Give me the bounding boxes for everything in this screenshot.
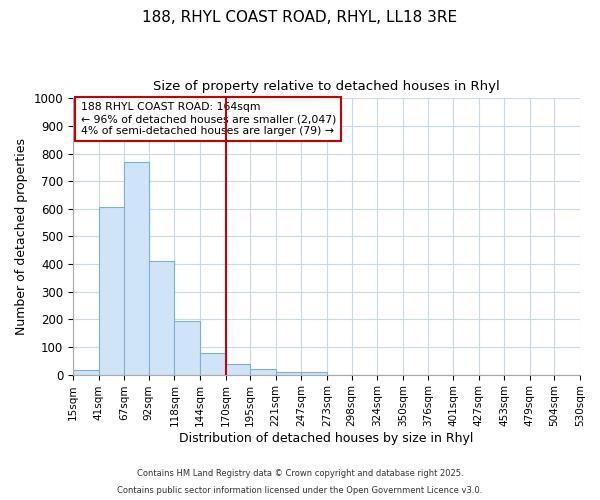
Bar [175,322,200,374]
Bar [276,372,301,374]
Bar [200,353,226,374]
Bar [124,162,149,374]
Bar [73,370,98,374]
Bar [226,364,250,374]
Title: Size of property relative to detached houses in Rhyl: Size of property relative to detached ho… [153,80,500,93]
Text: Contains HM Land Registry data © Crown copyright and database right 2025.: Contains HM Land Registry data © Crown c… [137,468,463,477]
Bar [98,208,124,374]
Text: Contains public sector information licensed under the Open Government Licence v3: Contains public sector information licen… [118,486,482,495]
Bar [149,262,175,374]
X-axis label: Distribution of detached houses by size in Rhyl: Distribution of detached houses by size … [179,432,473,445]
Text: 188 RHYL COAST ROAD: 164sqm
← 96% of detached houses are smaller (2,047)
4% of s: 188 RHYL COAST ROAD: 164sqm ← 96% of det… [80,102,336,136]
Bar [250,369,276,374]
Text: 188, RHYL COAST ROAD, RHYL, LL18 3RE: 188, RHYL COAST ROAD, RHYL, LL18 3RE [142,10,458,25]
Y-axis label: Number of detached properties: Number of detached properties [15,138,28,335]
Bar [301,372,327,374]
